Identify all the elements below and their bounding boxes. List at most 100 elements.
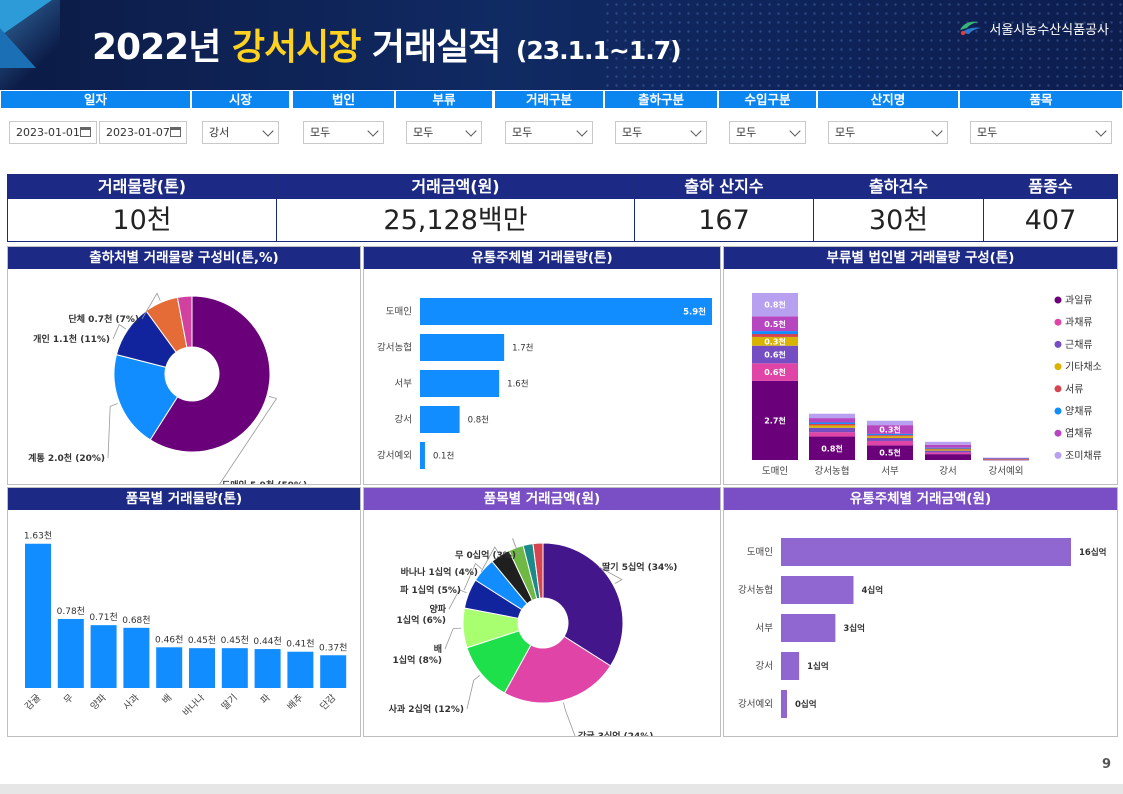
legend-label: 서류	[1065, 383, 1083, 395]
legend-label: 기타채소	[1065, 361, 1102, 373]
slice-label: 감귤 3십억 (24%)	[578, 730, 653, 737]
panel-amount-by-entity: 유통주체별 거래금액(원) 도매인 16십억 강서농협 4십억 서부 3십억 강서 1십억 강서…	[723, 487, 1118, 737]
kpi-card: 품종수 407	[984, 175, 1117, 241]
category-label: 감귤	[22, 691, 43, 712]
bar	[420, 370, 500, 397]
data-label: 0.1천	[433, 451, 454, 462]
data-label: 0.46천	[155, 634, 183, 645]
kpi-value: 30천	[868, 205, 929, 236]
panel-title: 품목별 거래금액(원)	[364, 488, 720, 510]
panel-destination-share: 출하처별 거래물량 구성비(톤,%) 도매인 5.9천 (59%) 계통 2.0천…	[7, 246, 361, 485]
page-title: 2022년 강서시장 거래실적 (23.1.1~1.7)	[92, 18, 682, 70]
category-label: 강서	[756, 661, 773, 672]
chevron-down-icon[interactable]	[262, 125, 274, 137]
kpi-label: 출하건수	[814, 175, 983, 199]
category-label: 강서농협	[738, 584, 773, 596]
chevron-down-icon[interactable]	[465, 125, 477, 137]
stack-segment	[983, 457, 1029, 459]
stack-segment	[867, 435, 913, 437]
filter-dropdown[interactable]: 모두	[970, 121, 1112, 144]
category-label: 서부	[756, 623, 774, 634]
date-filter-label: 일자	[1, 91, 190, 108]
filter-label: 거래구분	[495, 91, 603, 108]
chevron-down-icon[interactable]	[931, 125, 943, 137]
category-label: 도매인	[762, 466, 788, 477]
leader-line	[448, 589, 467, 610]
filter-dropdown[interactable]: 모두	[406, 121, 482, 144]
data-label: 3십억	[843, 623, 865, 634]
data-label: 0십억	[795, 699, 817, 710]
slice-label: 배 1십억 (8%)	[393, 643, 442, 666]
destination-share-donut-chart: 도매인 5.9천 (59%) 계통 2.0천 (20%) 개인 1.1천 (11%)…	[28, 292, 307, 484]
chevron-down-icon[interactable]	[576, 125, 588, 137]
kpi-label: 거래금액(원)	[277, 175, 634, 199]
stack-segment	[925, 452, 971, 455]
kpi-value: 10천	[112, 205, 172, 236]
segment-label: 0.6천	[764, 350, 786, 360]
stack-segment	[867, 425, 913, 434]
decorative-triangle	[0, 28, 36, 68]
filter-label: 수입구분	[719, 91, 816, 108]
kpi-label: 품종수	[984, 175, 1117, 199]
filter-dropdown[interactable]: 모두	[729, 121, 806, 144]
legend-marker	[1054, 407, 1062, 415]
chevron-down-icon[interactable]	[789, 125, 801, 137]
data-label: 0.41천	[286, 639, 314, 650]
data-label: 4십억	[862, 585, 884, 596]
bar	[781, 538, 1071, 566]
panel-volume-by-entity: 유통주체별 거래물량(톤) 도매인 5.9천 강서농협 1.7천 서부 1.6천 강서 0.8…	[363, 246, 721, 485]
category-label: 양파	[89, 692, 109, 712]
data-label: 5.9천	[683, 307, 706, 318]
filter-value: 모두	[736, 126, 757, 139]
date-from-input[interactable]: 2023-01-01	[9, 121, 97, 144]
bar	[123, 627, 150, 688]
leader-line	[444, 627, 462, 650]
stack-segment	[752, 380, 798, 460]
stack-segment	[752, 336, 798, 346]
filter-value: 모두	[835, 126, 856, 139]
category-label: 강서농협	[377, 342, 412, 354]
category-label: 서부	[395, 379, 413, 390]
calendar-icon[interactable]	[170, 127, 181, 137]
stack-segment	[925, 441, 971, 445]
calendar-icon[interactable]	[80, 127, 91, 137]
data-label: 16십억	[1079, 547, 1106, 558]
leader-line	[463, 562, 482, 591]
data-label: 0.44천	[253, 636, 281, 647]
data-label: 1.6천	[507, 379, 528, 390]
chevron-down-icon[interactable]	[367, 125, 379, 137]
donut-slice	[149, 295, 271, 453]
org-logo-icon	[960, 21, 982, 36]
donut-slice	[503, 635, 612, 704]
slice-label: 단체 0.7천 (7%)	[68, 313, 139, 325]
filter-dropdown[interactable]: 모두	[615, 121, 707, 144]
title-prefix: 2022년	[92, 27, 232, 68]
legend-marker	[1054, 318, 1062, 326]
stack-segment	[925, 444, 971, 448]
footer-band	[0, 784, 1123, 794]
filter-value: 모두	[512, 126, 533, 139]
filter-dropdown[interactable]: 강서	[202, 121, 279, 144]
filter-dropdown[interactable]: 모두	[505, 121, 593, 144]
chevron-down-icon[interactable]	[690, 125, 702, 137]
legend-marker	[1054, 451, 1062, 459]
stack-segment	[867, 438, 913, 441]
donut-slice	[113, 353, 179, 441]
chevron-down-icon[interactable]	[1095, 125, 1107, 137]
filter-dropdown[interactable]: 모두	[828, 121, 948, 144]
kpi-label: 거래물량(톤)	[8, 175, 276, 199]
title-suffix: 거래실적	[360, 27, 501, 68]
panel-title: 출하처별 거래물량 구성비(톤,%)	[8, 247, 360, 269]
date-to-input[interactable]: 2023-01-07	[99, 121, 187, 144]
date-from-value: 2023-01-01	[16, 126, 80, 139]
stack-segment	[925, 447, 971, 449]
stack-segment	[809, 427, 855, 433]
leader-line	[107, 403, 118, 459]
legend-label: 엽채류	[1065, 428, 1093, 440]
filter-dropdown[interactable]: 모두	[303, 121, 384, 144]
slice-label: 개인 1.1천 (11%)	[33, 333, 110, 345]
filter-value: 모두	[413, 126, 434, 139]
